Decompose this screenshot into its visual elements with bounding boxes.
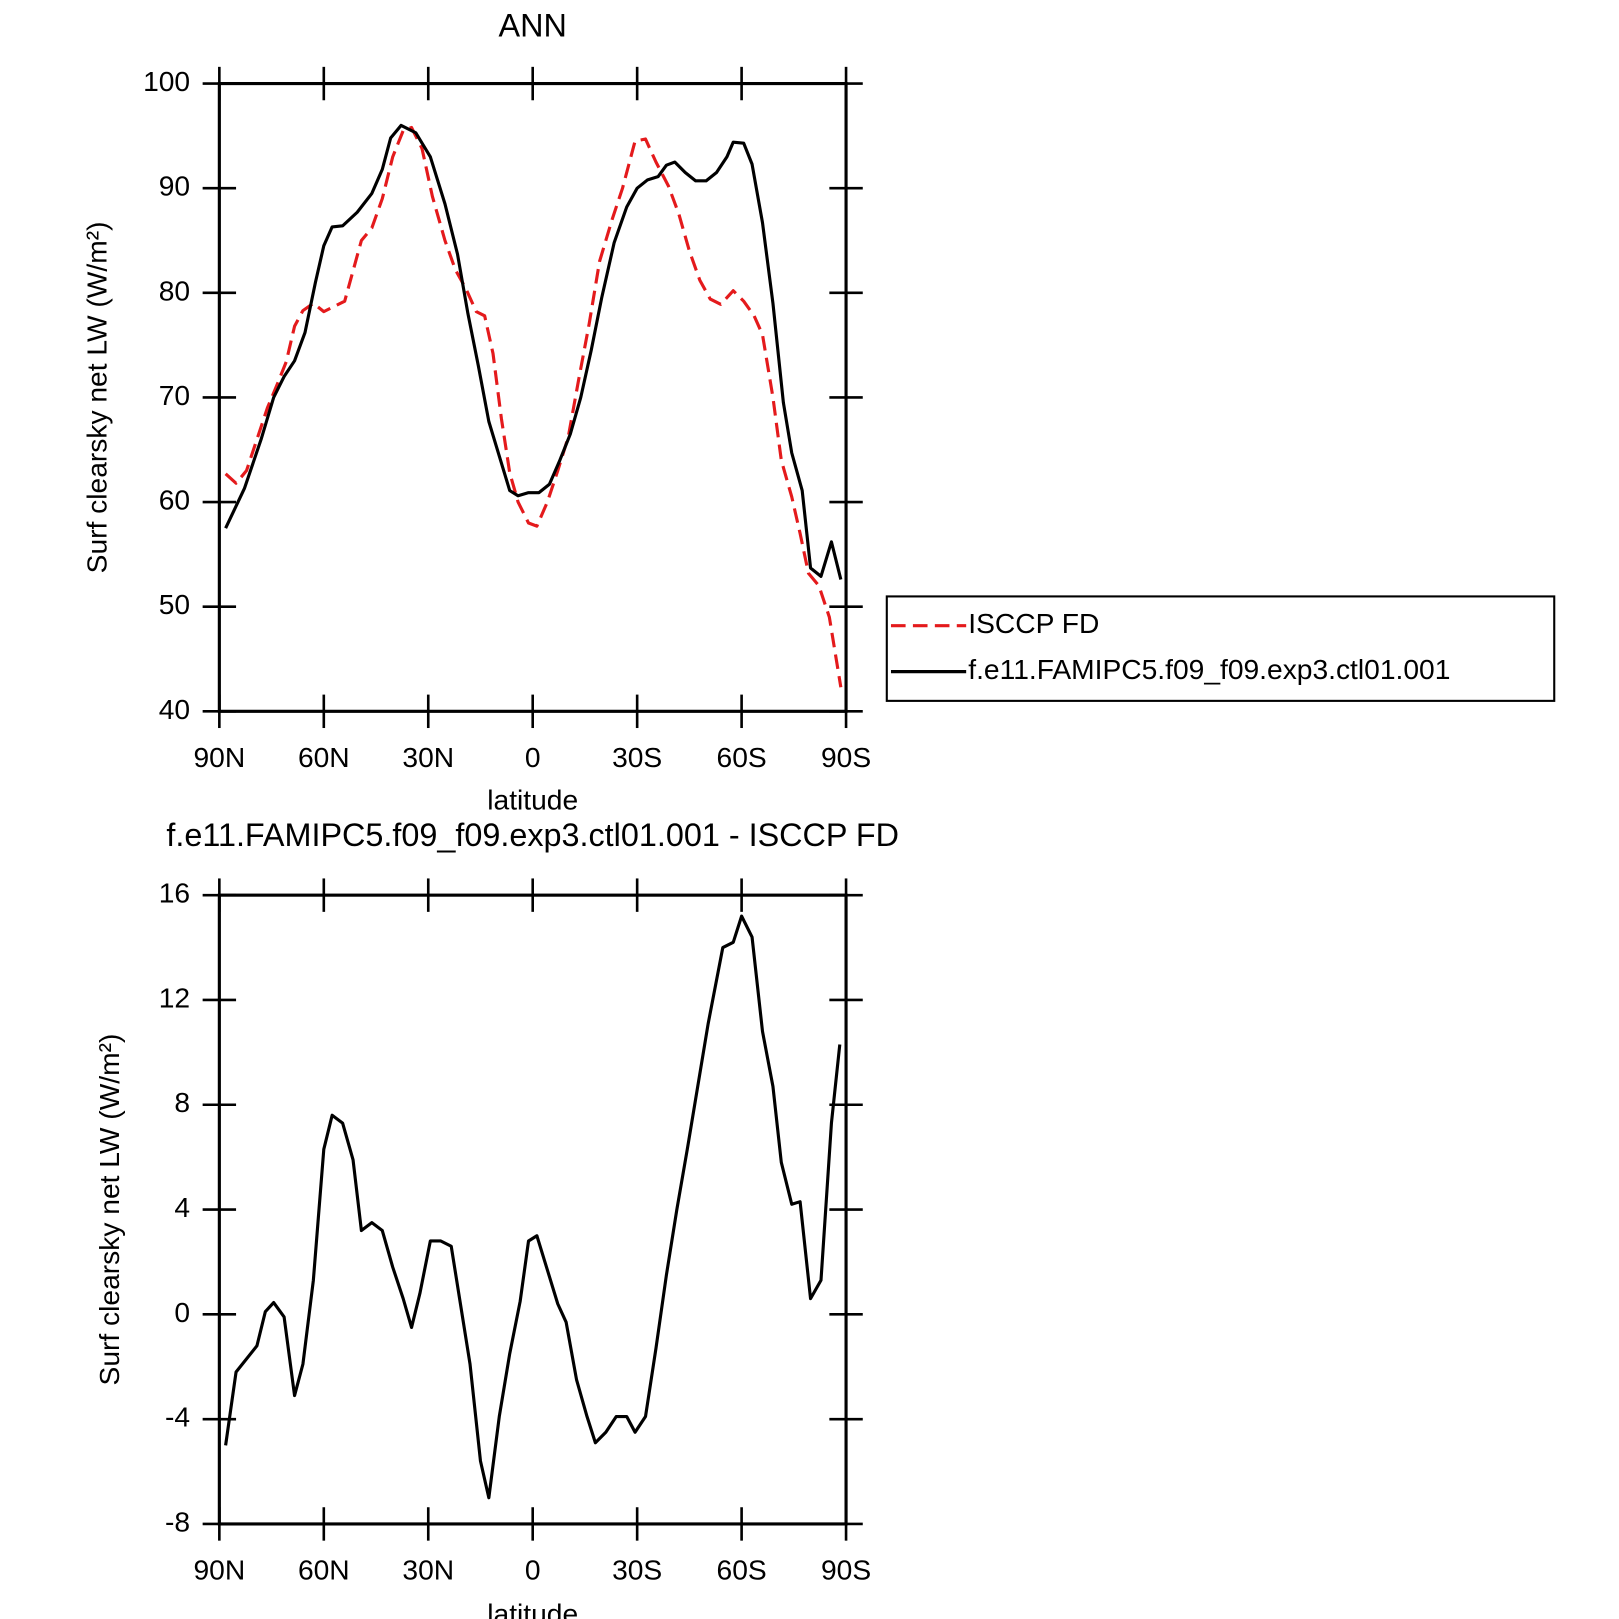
x-tick-label: 60S: [717, 741, 767, 773]
y-tick-label: 60: [159, 484, 190, 516]
data-line: [224, 914, 842, 1500]
x-tick-label: 60N: [298, 1553, 350, 1585]
plot-frame: [217, 81, 848, 713]
x-tick-label: 30N: [402, 741, 454, 773]
data-line: [224, 123, 843, 580]
y-tick-label: 0: [174, 1296, 190, 1328]
x-tick-label: 60N: [298, 741, 350, 773]
x-tick-label: 90S: [821, 1553, 871, 1585]
y-tick-label: 50: [159, 588, 190, 620]
y-tick-label: 16: [159, 877, 190, 909]
x-tick-label: 90N: [193, 1553, 245, 1585]
x-tick-label: 0: [525, 1553, 541, 1585]
x-tick-label: 0: [525, 741, 541, 773]
y-tick-label: 100: [143, 65, 190, 97]
x-tick-label: 90S: [821, 741, 871, 773]
y-tick-label: 8: [174, 1086, 190, 1118]
data-line: [224, 125, 843, 688]
y-tick-label: 4: [174, 1191, 190, 1223]
x-axis-label: latitude: [487, 1597, 578, 1619]
plot-frame: [217, 893, 848, 1526]
x-tick-label: 30S: [612, 741, 662, 773]
chart-title: f.e11.FAMIPC5.f09_f09.exp3.ctl01.001 - I…: [166, 817, 899, 853]
legend-label: ISCCP FD: [968, 607, 1099, 639]
y-tick-label: 80: [159, 274, 190, 306]
y-tick-label: -4: [165, 1401, 190, 1433]
y-tick-label: 12: [159, 981, 190, 1013]
y-tick-label: 70: [159, 379, 190, 411]
chart-title: ANN: [499, 8, 567, 44]
y-axis-label: Surf clearsky net LW (W/m²): [93, 1034, 125, 1386]
y-tick-label: 40: [159, 693, 190, 725]
x-tick-label: 30S: [612, 1553, 662, 1585]
y-tick-label: 90: [159, 170, 190, 202]
x-tick-label: 90N: [193, 741, 245, 773]
x-axis-label: latitude: [487, 784, 578, 816]
y-tick-label: -8: [165, 1505, 190, 1537]
legend-label: f.e11.FAMIPC5.f09_f09.exp3.ctl01.001: [968, 653, 1450, 685]
legend-box: [885, 595, 1556, 702]
y-axis-label: Surf clearsky net LW (W/m²): [81, 222, 113, 574]
x-tick-label: 30N: [402, 1553, 454, 1585]
x-tick-label: 60S: [717, 1553, 767, 1585]
